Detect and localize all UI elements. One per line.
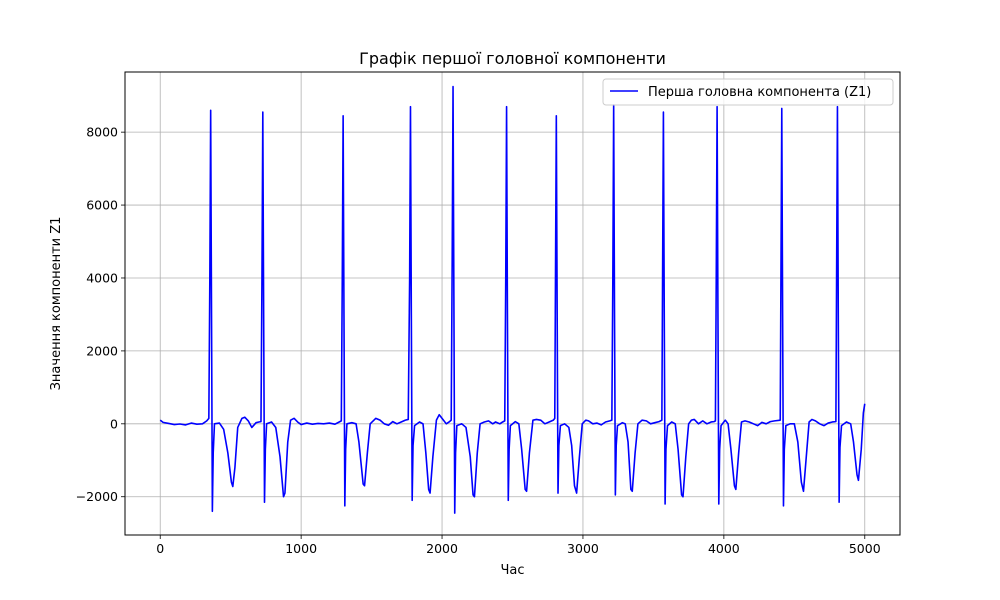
chart-title: Графік першої головної компоненти [359,49,666,68]
x-tick-label: 5000 [849,541,881,556]
x-tick-label: 0 [156,541,164,556]
y-tick-label: 4000 [86,270,118,285]
x-tick-label: 4000 [708,541,740,556]
x-tick-label: 2000 [426,541,458,556]
x-tick-label: 3000 [567,541,599,556]
legend-label-z1: Перша головна компонента (Z1) [648,85,871,100]
legend: Перша головна компонента (Z1) [602,78,894,106]
x-axis-label: Час [500,563,524,578]
y-tick-label: 8000 [86,125,118,140]
y-tick-label: 2000 [86,343,118,358]
y-axis-label: Значення компоненти Z1 [49,217,64,391]
plot-area-frame [124,71,901,536]
y-tick-label: 6000 [86,198,118,213]
x-axis: 0 1000 2000 3000 4000 5000 [156,535,881,556]
y-tick-label: 0 [110,416,118,431]
x-tick-label: 1000 [285,541,317,556]
legend-box [602,78,894,106]
y-tick-label: −2000 [76,489,118,504]
y-axis: −2000 0 2000 4000 6000 8000 [76,125,125,504]
series-line-z1 [159,85,866,514]
